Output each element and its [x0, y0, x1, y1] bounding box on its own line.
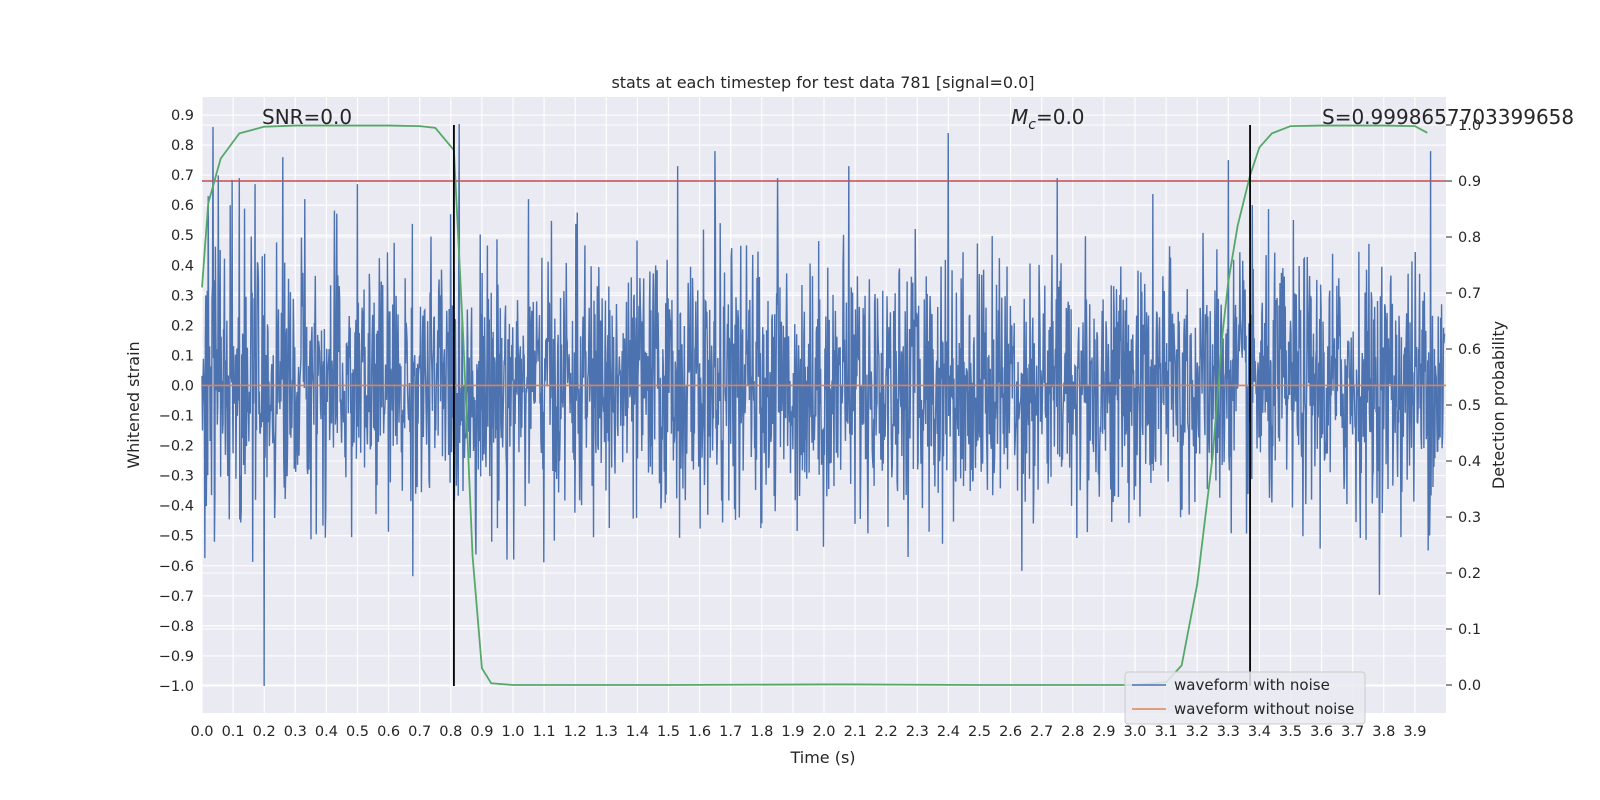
x-tick-label: 3.3: [1217, 724, 1240, 740]
x-tick-label: 0.2: [253, 724, 276, 740]
x-tick-label: 0.6: [377, 724, 400, 740]
x-tick-label: 3.0: [1123, 724, 1146, 740]
y-tick-label: −1.0: [159, 679, 194, 695]
x-tick-label: 3.9: [1403, 724, 1426, 740]
x-tick-label: 0.4: [315, 724, 338, 740]
y-tick-label: −0.5: [159, 529, 194, 545]
y2-tick-label: 0.4: [1458, 454, 1481, 470]
x-tick-label: 2.2: [875, 724, 898, 740]
legend-label-noise: waveform with noise: [1174, 676, 1330, 694]
x-tick-label: 1.3: [595, 724, 618, 740]
x-tick-label: 2.9: [1092, 724, 1115, 740]
legend-label-clean: waveform without noise: [1174, 700, 1354, 718]
x-tick-label: 0.7: [408, 724, 431, 740]
y-tick-label: −0.6: [159, 559, 194, 575]
x-tick-label: 3.2: [1186, 724, 1209, 740]
y-tick-label: 0.7: [171, 168, 194, 184]
x-tick-label: 1.9: [781, 724, 804, 740]
y2-tick-labels: 1.0 0.9 0.8 0.7 0.6 0.5 0.4 0.3 0.2 0.1 0.0: [1446, 118, 1481, 694]
s-annotation: S=0.9998657703399658: [1322, 105, 1574, 129]
x-tick-label: 1.8: [750, 724, 773, 740]
y-tick-label: −0.7: [159, 589, 194, 605]
y-tick-label: 0.8: [171, 138, 194, 154]
y-tick-label: −0.4: [159, 499, 194, 515]
legend: waveform with noise waveform without noi…: [1124, 671, 1366, 725]
x-tick-label: 0.3: [284, 724, 307, 740]
y-tick-label: 0.6: [171, 198, 194, 214]
y2-tick-label: 0.7: [1458, 286, 1481, 302]
waveform-with-noise-series: [201, 124, 1446, 686]
y2-tick-label: 0.9: [1458, 174, 1481, 190]
y2-tick-label: 0.2: [1458, 566, 1481, 582]
y2-tick-label: 1.0: [1458, 118, 1481, 134]
y-tick-label: −0.3: [159, 469, 194, 485]
y-tick-label: −0.8: [159, 619, 194, 635]
y-tick-label: 0.2: [171, 318, 194, 334]
y2-tick-label: 0.6: [1458, 342, 1481, 358]
x-tick-label: 2.8: [1061, 724, 1084, 740]
legend-box: [1124, 671, 1366, 725]
mc-subscript: c: [1028, 117, 1036, 133]
x-tick-label: 3.1: [1155, 724, 1178, 740]
y-tick-label: −0.1: [159, 409, 194, 425]
x-tick-label: 2.1: [844, 724, 867, 740]
detection-probability-line: [201, 124, 1428, 686]
x-tick-label: 2.7: [1030, 724, 1053, 740]
x-tick-label: 3.4: [1248, 724, 1271, 740]
x-tick-label: 3.6: [1310, 724, 1333, 740]
x-tick-label: 1.6: [688, 724, 711, 740]
y-tick-label: 0.1: [171, 348, 194, 364]
mc-symbol: M: [1011, 105, 1028, 129]
x-axis-label: Time (s): [789, 748, 855, 767]
x-tick-label: 1.5: [657, 724, 680, 740]
x-tick-label: 1.0: [501, 724, 524, 740]
y-tick-label: 0.5: [171, 228, 194, 244]
y-tick-label: 0.9: [171, 108, 194, 124]
x-tick-label: 0.8: [439, 724, 462, 740]
x-tick-label: 1.2: [564, 724, 587, 740]
y-tick-labels: 0.9 0.8 0.7 0.6 0.5 0.4 0.3 0.2 0.1 0.0 −0.1 −0.2 −0…: [159, 108, 194, 695]
x-tick-labels: 0.0 0.1 0.2 0.3 0.4 0.5 0.6 0.7 0.8 0.9 1.0 1.1 1.2 1…: [190, 724, 1426, 740]
x-tick-label: 1.7: [719, 724, 742, 740]
waveform-with-noise-line: [201, 124, 1446, 686]
mc-value: =0.0: [1036, 105, 1085, 129]
x-tick-label: 0.1: [222, 724, 245, 740]
x-tick-label: 0.5: [346, 724, 369, 740]
y2-tick-label: 0.1: [1458, 622, 1481, 638]
x-tick-label: 3.8: [1372, 724, 1395, 740]
x-tick-label: 0.9: [470, 724, 493, 740]
x-tick-label: 2.4: [937, 724, 960, 740]
x-tick-label: 3.7: [1341, 724, 1364, 740]
chart-title: stats at each timestep for test data 781…: [611, 73, 1034, 92]
x-tick-label: 2.3: [906, 724, 929, 740]
snr-annotation: SNR=0.0: [262, 105, 352, 129]
x-tick-label: 1.4: [626, 724, 649, 740]
y-axis-label: Whitened strain: [124, 341, 143, 468]
y2-tick-label: 0.0: [1458, 678, 1481, 694]
x-tick-label: 0.0: [190, 724, 213, 740]
chart-marks: [201, 124, 1446, 686]
y-tick-label: −0.9: [159, 649, 194, 665]
y-tick-label: 0.0: [171, 378, 194, 394]
y2-tick-label: 0.3: [1458, 510, 1481, 526]
y-tick-label: −0.2: [159, 439, 194, 455]
x-tick-label: 2.6: [999, 724, 1022, 740]
y-tick-label: 0.3: [171, 288, 194, 304]
x-tick-label: 2.0: [812, 724, 835, 740]
x-tick-label: 1.1: [533, 724, 556, 740]
x-tick-label: 2.5: [968, 724, 991, 740]
y2-tick-label: 0.5: [1458, 398, 1481, 414]
y-tick-label: 0.4: [171, 258, 194, 274]
y2-axis-label: Detection probability: [1489, 321, 1508, 489]
mc-annotation: Mc=0.0: [1011, 105, 1085, 133]
x-tick-label: 3.5: [1279, 724, 1302, 740]
y2-tick-label: 0.8: [1458, 230, 1481, 246]
